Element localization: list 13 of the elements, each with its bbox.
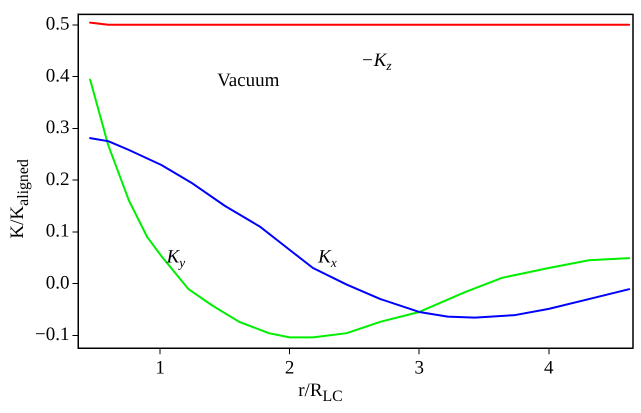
x-tick-label: 3	[414, 358, 424, 379]
y-tick-label: 0.5	[46, 14, 70, 35]
y-tick-label: 0.4	[46, 65, 70, 86]
y-tick-label: 0.3	[46, 117, 70, 138]
x-tick-label: 1	[155, 358, 165, 379]
y-tick-label: 0.2	[46, 168, 70, 190]
y-tick-label: 0.1	[46, 220, 70, 242]
annotation: Vacuum	[217, 70, 280, 92]
x-tick-label: 2	[284, 358, 294, 379]
y-tick-label: −0.1	[34, 324, 70, 346]
x-tick-label: 4	[544, 358, 554, 379]
y-tick-label: 0.0	[46, 272, 70, 294]
x-axis-title: r/R$_{LC}$	[297, 380, 344, 406]
